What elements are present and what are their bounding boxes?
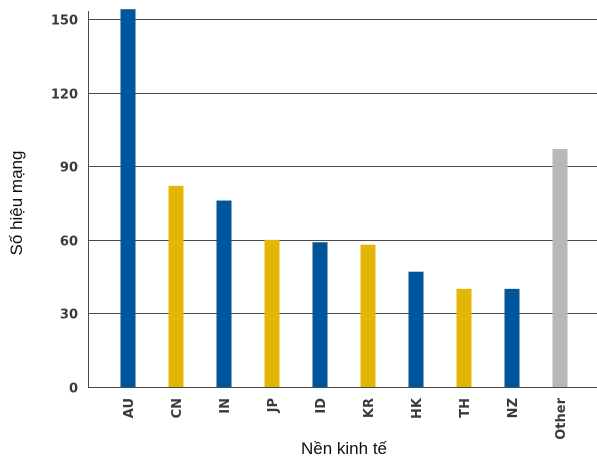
x-axis-title: Nền kinh tế bbox=[301, 439, 388, 458]
bars bbox=[120, 9, 568, 387]
gridlines bbox=[88, 19, 597, 388]
y-tick-label: 90 bbox=[60, 161, 78, 176]
x-tick-label: CN bbox=[170, 398, 185, 418]
y-tick-label: 150 bbox=[51, 14, 78, 29]
y-tick-label: 120 bbox=[51, 88, 78, 103]
y-tick-label: 30 bbox=[60, 308, 78, 323]
bar-jp bbox=[264, 239, 280, 387]
bar-cn bbox=[168, 185, 184, 387]
x-tick-label: TH bbox=[458, 398, 473, 418]
x-tick-label: KR bbox=[362, 398, 377, 418]
x-tick-labels: AU CN IN JP ID KR HK TH NZ Other bbox=[122, 397, 569, 440]
y-tick-labels: 0 30 60 90 120 150 bbox=[51, 14, 78, 397]
x-tick-label: JP bbox=[266, 398, 281, 413]
bar-in bbox=[216, 200, 232, 387]
y-tick-label: 60 bbox=[60, 235, 78, 250]
bar-id bbox=[312, 242, 328, 387]
bar-nz bbox=[504, 288, 520, 387]
bar-hk bbox=[408, 271, 424, 387]
x-tick-label: NZ bbox=[506, 398, 521, 418]
x-tick-label: Other bbox=[554, 397, 569, 439]
x-tick-label: IN bbox=[218, 398, 233, 414]
y-tick-label: 0 bbox=[69, 382, 78, 397]
x-tick-label: ID bbox=[314, 398, 329, 414]
bar-au bbox=[120, 9, 136, 387]
bar-other bbox=[552, 149, 568, 387]
x-tick-label: AU bbox=[122, 398, 137, 418]
bar-th bbox=[456, 288, 472, 387]
y-axis-title: Số hiệu mạng bbox=[7, 151, 26, 256]
x-tick-label: HK bbox=[410, 397, 425, 419]
bar-kr bbox=[360, 244, 376, 387]
